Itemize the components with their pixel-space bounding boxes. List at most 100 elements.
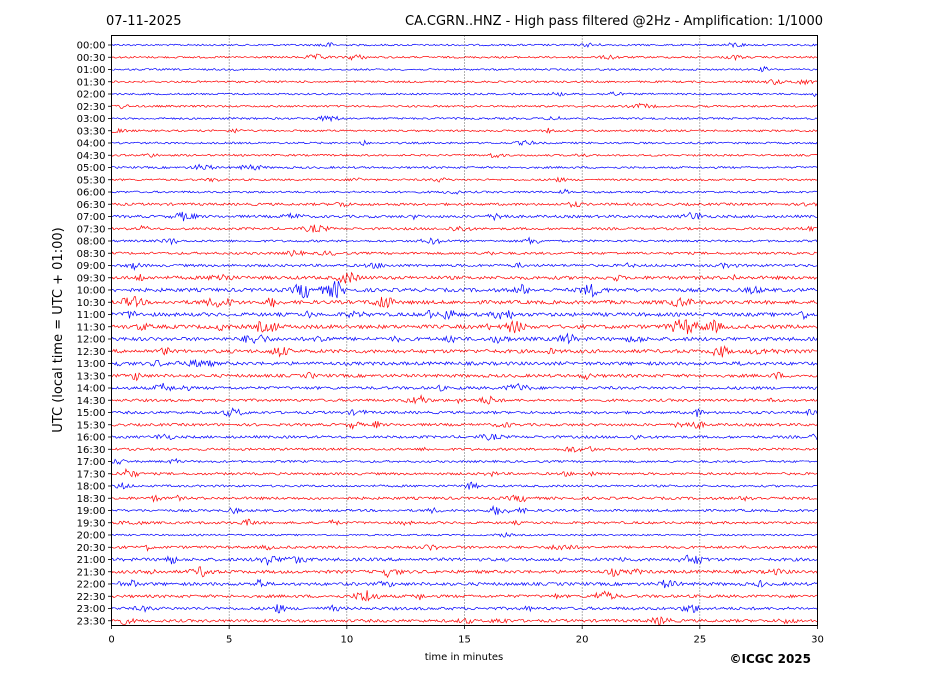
y-tick-label: 20:00 <box>77 531 106 542</box>
trace-1530 <box>111 421 818 431</box>
trace-0830 <box>111 249 818 257</box>
y-tick-label: 19:00 <box>77 506 106 517</box>
trace-group <box>111 42 818 626</box>
y-tick-label: 08:00 <box>77 237 106 248</box>
x-tick-label: 25 <box>693 635 706 646</box>
trace-1400 <box>111 382 818 392</box>
trace-2000 <box>111 531 818 538</box>
y-tick-label: 18:00 <box>77 482 106 493</box>
y-tick-label: 10:00 <box>77 286 106 297</box>
trace-1800 <box>111 481 818 490</box>
trace-1330 <box>111 371 818 382</box>
x-tick-label: 20 <box>576 635 589 646</box>
y-tick-label: 23:00 <box>77 604 106 615</box>
y-tick-label: 07:30 <box>77 224 106 235</box>
y-tick-label: 01:00 <box>77 65 106 76</box>
y-tick-label: 06:30 <box>77 200 106 211</box>
trace-1600 <box>111 433 818 441</box>
y-tick-label: 05:30 <box>77 175 106 186</box>
y-tick-label: 11:30 <box>77 322 106 333</box>
y-tick-label: 21:30 <box>77 567 106 578</box>
y-tick-label: 08:30 <box>77 249 106 260</box>
trace-0400 <box>111 139 818 146</box>
copyright-label: ©ICGC 2025 <box>729 652 811 666</box>
y-tick-label: 02:30 <box>77 102 106 113</box>
x-axis-label: time in minutes <box>425 652 504 663</box>
y-tick-label: 17:00 <box>77 457 106 468</box>
y-tick-label: 16:00 <box>77 433 106 444</box>
y-tick-label: 04:00 <box>77 139 106 150</box>
x-tick-label: 0 <box>108 635 114 646</box>
y-tick-label: 12:30 <box>77 347 106 358</box>
y-tick-label: 01:30 <box>77 77 106 88</box>
y-tick-label: 03:30 <box>77 126 106 137</box>
trace-2230 <box>111 590 818 602</box>
y-tick-label: 11:00 <box>77 310 106 321</box>
x-axis: 0 5 10 15 20 25 30 <box>108 625 824 646</box>
trace-0900 <box>111 261 818 271</box>
trace-0700 <box>111 211 818 222</box>
trace-1030 <box>111 296 818 309</box>
y-tick-label: 22:30 <box>77 592 106 603</box>
trace-2330 <box>111 616 818 626</box>
trace-1630 <box>111 445 818 453</box>
trace-0500 <box>111 163 818 171</box>
y-tick-label: 10:30 <box>77 298 106 309</box>
y-tick-label: 12:00 <box>77 335 106 346</box>
y-tick-label: 18:30 <box>77 494 106 505</box>
trace-0130 <box>111 78 818 86</box>
trace-1500 <box>111 407 818 418</box>
trace-1700 <box>111 457 818 465</box>
trace-2100 <box>111 554 818 566</box>
trace-1930 <box>111 518 818 526</box>
trace-0430 <box>111 152 818 159</box>
y-tick-label: 16:30 <box>77 445 106 456</box>
y-tick-label: 09:00 <box>77 261 106 272</box>
trace-1230 <box>111 344 818 358</box>
trace-0230 <box>111 102 818 109</box>
y-tick-label: 22:00 <box>77 580 106 591</box>
y-tick-label: 14:30 <box>77 396 106 407</box>
trace-0730 <box>111 224 818 233</box>
trace-1300 <box>111 359 818 368</box>
y-tick-label: 13:30 <box>77 371 106 382</box>
y-tick-label: 20:30 <box>77 543 106 554</box>
trace-1000 <box>111 281 818 299</box>
y-tick-label: 13:00 <box>77 359 106 370</box>
trace-2030 <box>111 544 818 552</box>
trace-2200 <box>111 578 818 589</box>
trace-2300 <box>111 604 818 614</box>
y-tick-label: 06:00 <box>77 188 106 199</box>
y-tick-label: 03:00 <box>77 114 106 125</box>
y-tick-label: 21:00 <box>77 555 106 566</box>
x-tick-label: 10 <box>340 635 353 646</box>
y-tick-label: 00:00 <box>77 41 106 52</box>
y-tick-label: 19:30 <box>77 518 106 529</box>
trace-1730 <box>111 468 818 478</box>
trace-0530 <box>111 176 818 183</box>
trace-0630 <box>111 200 818 208</box>
trace-0600 <box>111 188 818 195</box>
y-tick-label: 00:30 <box>77 53 106 64</box>
y-tick-label: 23:30 <box>77 616 106 627</box>
y-tick-label: 02:00 <box>77 90 106 101</box>
trace-1430 <box>111 394 818 405</box>
trace-1130 <box>111 319 818 335</box>
y-tick-label: 09:30 <box>77 273 106 284</box>
trace-0300 <box>111 115 818 123</box>
y-tick-label: 15:00 <box>77 408 106 419</box>
x-tick-label: 15 <box>458 635 471 646</box>
y-tick-label: 07:00 <box>77 212 106 223</box>
y-tick-label: 15:30 <box>77 420 106 431</box>
date-label: 07-11-2025 <box>106 14 182 29</box>
y-tick-label: 17:30 <box>77 469 106 480</box>
x-tick-label: 5 <box>226 635 232 646</box>
trace-0330 <box>111 127 818 134</box>
y-tick-label: 05:00 <box>77 163 106 174</box>
trace-1200 <box>111 332 818 345</box>
y-tick-label: 14:00 <box>77 384 106 395</box>
grid-lines <box>228 35 701 626</box>
x-tick-label: 30 <box>811 635 824 646</box>
